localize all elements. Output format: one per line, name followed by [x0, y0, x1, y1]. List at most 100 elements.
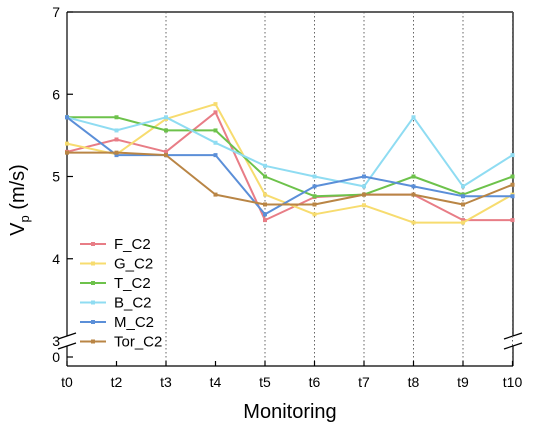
data-point-g_c2-t6	[312, 212, 317, 217]
x-tick-label-t6: t6	[309, 374, 321, 390]
data-point-g_c2-t8	[411, 220, 416, 225]
data-point-g_c2-t0	[65, 141, 69, 146]
y-axis-title: Vp (m/s)	[7, 164, 32, 236]
y-axis-title-main: V	[7, 222, 29, 236]
data-point-m_c2-t6	[312, 184, 317, 189]
x-tick-label-t10: t10	[503, 374, 523, 390]
x-tick-label-t9: t9	[457, 374, 469, 390]
x-tick-label-t7: t7	[358, 374, 370, 390]
data-point-tor_c2-t10	[510, 182, 515, 187]
series-line-b_c2	[66, 116, 514, 188]
data-point-g_c2-t5	[263, 192, 267, 197]
data-point-m_c2-t8	[411, 184, 416, 189]
legend-swatch-marker-tor_c2	[91, 339, 95, 344]
data-point-b_c2-t4	[213, 140, 218, 145]
data-point-f_c2-t10	[510, 218, 515, 223]
data-point-f_c2-t9	[461, 218, 465, 223]
series-line-tor_c2	[67, 151, 513, 206]
data-point-m_c2-t0	[65, 115, 69, 120]
x-tick-label-t2: t2	[111, 374, 123, 390]
data-point-f_c2-t4	[213, 110, 218, 115]
y-tick-label-6: 6	[52, 86, 60, 102]
y-axis-title-subscript: p	[17, 215, 32, 222]
data-point-t_c2-t10	[510, 174, 515, 179]
y-tick-label-0: 0	[52, 349, 60, 365]
x-tick-label-t8: t8	[408, 374, 420, 390]
legend-swatch-marker-g_c2	[91, 261, 95, 266]
x-tick-label-t3: t3	[160, 374, 172, 390]
data-point-t_c2-t8	[411, 174, 416, 179]
data-point-t_c2-t6	[312, 194, 317, 199]
legend-swatch-marker-m_c2	[91, 320, 95, 324]
y-tick-label-4: 4	[52, 251, 60, 267]
series-b_c2	[65, 115, 515, 189]
legend-label-g_c2: G_C2	[114, 256, 153, 273]
data-point-m_c2-t5	[263, 212, 267, 217]
data-point-b_c2-t2	[114, 128, 119, 133]
axis-break-mark-right-bottom	[503, 342, 523, 350]
data-point-tor_c2-t3	[164, 153, 168, 158]
axes-group	[57, 11, 523, 367]
legend-label-f_c2: F_C2	[114, 236, 151, 253]
series-line-f_c2	[66, 111, 513, 222]
series-tor_c2	[65, 150, 515, 207]
data-point-b_c2-t3	[164, 115, 168, 120]
y-tick-label-5: 5	[52, 169, 60, 185]
data-point-tor_c2-t7	[362, 192, 366, 197]
legend-label-m_c2: M_C2	[114, 314, 154, 331]
data-point-g_c2-t9	[461, 220, 465, 225]
data-point-t_c2-t4	[213, 128, 218, 133]
x-tick-label-t5: t5	[259, 374, 271, 390]
data-point-t_c2-t2	[114, 115, 119, 120]
data-point-t_c2-t5	[263, 174, 267, 179]
data-point-b_c2-t7	[362, 184, 366, 189]
data-point-f_c2-t2	[114, 137, 119, 142]
data-point-m_c2-t2	[114, 153, 119, 158]
data-point-b_c2-t6	[312, 174, 317, 179]
data-point-b_c2-t9	[461, 184, 465, 189]
axis-break-mark-left-bottom	[57, 342, 77, 350]
legend-item-t_c2: T_C2	[80, 275, 151, 292]
data-point-b_c2-t5	[263, 163, 267, 168]
series-line-t_c2	[67, 116, 513, 198]
data-point-g_c2-t4	[213, 102, 218, 107]
data-point-m_c2-t4	[213, 153, 218, 158]
legend-swatch-marker-b_c2	[91, 300, 95, 305]
axis-break-mark-left-top	[57, 332, 77, 340]
data-point-tor_c2-t5	[263, 202, 267, 207]
gridlines	[165, 12, 513, 366]
data-point-tor_c2-t9	[461, 202, 465, 207]
legend-item-b_c2: B_C2	[80, 295, 152, 312]
series-t_c2	[65, 115, 515, 199]
legend: F_C2 G_C2 T_C2 B_C2 M_C2 Tor_C2	[80, 236, 162, 351]
legend-item-m_c2: M_C2	[80, 314, 154, 331]
data-point-tor_c2-t6	[312, 202, 317, 207]
data-point-f_c2-t5	[263, 218, 267, 223]
data-point-tor_c2-t0	[65, 150, 69, 155]
series-line-m_c2	[66, 116, 513, 216]
data-point-g_c2-t7	[362, 203, 366, 208]
x-tick-label-t4: t4	[210, 374, 222, 390]
data-point-b_c2-t10	[510, 153, 515, 158]
data-point-t_c2-t3	[164, 128, 168, 133]
axis-break-mark-right-top	[503, 332, 523, 340]
x-tick-label-t0: t0	[61, 374, 73, 390]
axis-break-marks	[57, 332, 523, 350]
legend-label-t_c2: T_C2	[114, 275, 151, 292]
legend-item-f_c2: F_C2	[80, 236, 151, 253]
data-point-tor_c2-t2	[114, 150, 119, 155]
y-tick-label-3: 3	[52, 333, 60, 349]
data-point-tor_c2-t8	[411, 192, 416, 197]
ticks: t0 t2 t3 t4 t5 t6 t7 t8 t9 t10 3 4 5 6 7 0	[52, 4, 522, 390]
legend-swatch-marker-f_c2	[91, 242, 95, 246]
y-tick-label-7: 7	[52, 4, 60, 20]
legend-item-g_c2: G_C2	[80, 256, 153, 273]
data-point-f_c2-t3	[164, 149, 168, 154]
y-axis-title-unit: (m/s)	[7, 164, 29, 215]
legend-label-tor_c2: Tor_C2	[114, 334, 162, 351]
data-point-tor_c2-t4	[213, 192, 218, 197]
legend-item-tor_c2: Tor_C2	[80, 334, 162, 351]
series-lines	[65, 102, 515, 225]
data-point-m_c2-t7	[362, 174, 366, 179]
